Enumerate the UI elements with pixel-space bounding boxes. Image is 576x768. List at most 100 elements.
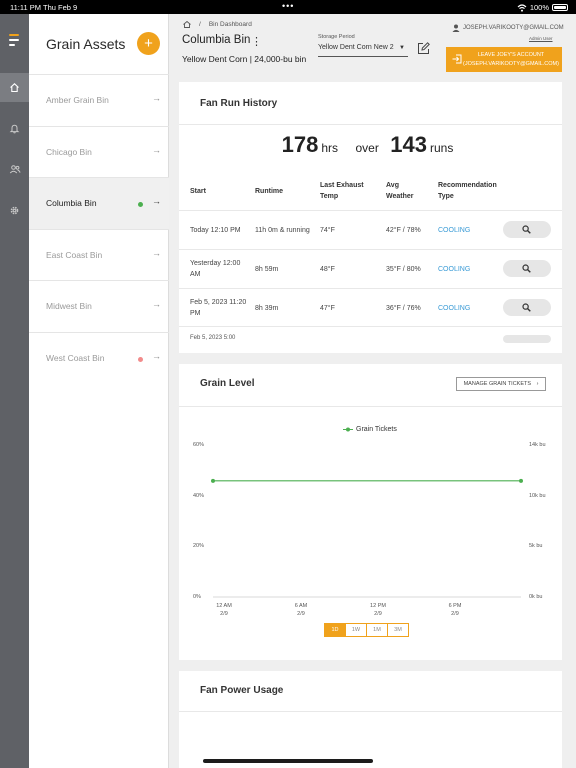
bin-name: Columbia Bin: [46, 198, 97, 208]
arrow-right-icon: →: [152, 144, 161, 155]
multitask-dots-icon[interactable]: •••: [282, 1, 295, 11]
arrow-right-icon: →: [152, 247, 161, 258]
home-icon[interactable]: [183, 21, 191, 28]
sidebar-item-bin[interactable]: Midwest Bin →: [29, 280, 169, 332]
view-run-button[interactable]: [503, 221, 551, 238]
chart-legend[interactable]: Grain Tickets: [343, 426, 397, 433]
fan-power-usage-title: Fan Power Usage: [200, 685, 284, 696]
breadcrumb-current[interactable]: Bin Dashboard: [208, 21, 252, 28]
view-run-button[interactable]: [503, 299, 551, 316]
leave-account-line2: (JOSEPH.VARIKOOTY@GMAIL.COM): [463, 60, 559, 67]
x-tick-time: 12 PM: [370, 603, 386, 609]
storage-period-value: Yellow Dent Corn New 2: [318, 44, 394, 51]
search-icon: [522, 303, 531, 312]
sidebar-item-bin[interactable]: Amber Grain Bin →: [29, 74, 169, 126]
x-tick-time: 12 AM: [216, 603, 232, 609]
x-tick: 6 AM 2/9: [286, 602, 316, 618]
data-point[interactable]: [519, 478, 523, 483]
total-runs: 143: [390, 132, 427, 157]
user-account: JOSEPH.VARIKOOTY@GMAIL.COM: [452, 24, 564, 32]
table-row: Feb 5, 2023 5:00: [179, 326, 562, 353]
total-hours: 178: [281, 132, 319, 157]
leave-account-button[interactable]: LEAVE JOEY'S ACCOUNT (JOSEPH.VARIKOOTY@G…: [446, 47, 562, 72]
x-tick-date: 2/9: [297, 611, 305, 617]
y-tick-left: 60%: [193, 442, 205, 448]
admin-user-link[interactable]: Admin User: [529, 36, 553, 41]
y-tick-right: 10k bu: [529, 492, 546, 499]
cell-type[interactable]: COOLING: [438, 227, 471, 234]
bin-name: Chicago Bin: [46, 146, 92, 157]
x-tick-date: 2/9: [220, 611, 228, 617]
nav-rail: [0, 14, 29, 768]
sidebar-item-bin[interactable]: East Coast Bin →: [29, 228, 169, 281]
sidebar-item-bin[interactable]: Columbia Bin →: [29, 177, 169, 229]
wifi-icon: [517, 3, 527, 12]
arrow-right-icon: →: [152, 93, 161, 103]
cell-runtime: 11h 0m & running: [255, 227, 310, 234]
battery-icon: [552, 4, 568, 11]
grain-assets-sidebar: Grain Assets + Amber Grain Bin → Chicago B…: [29, 14, 169, 768]
divider: [179, 711, 562, 712]
grain-level-title: Grain Level: [200, 378, 255, 389]
legend-label: Grain Tickets: [356, 426, 397, 433]
range-button[interactable]: 3M: [387, 623, 409, 637]
arrow-right-icon: →: [152, 350, 161, 361]
cell-exhaust: 48°F: [320, 266, 335, 273]
bin-name: Midwest Bin: [46, 301, 92, 311]
range-button[interactable]: 1M: [366, 623, 388, 637]
app-logo-icon[interactable]: [9, 34, 19, 46]
x-tick-time: 6 AM: [294, 603, 308, 609]
sidebar-title: Grain Assets: [46, 36, 126, 52]
divider: [179, 124, 562, 125]
bin-name: East Coast Bin: [46, 249, 103, 260]
col-start: Start: [190, 188, 206, 195]
status-time: 11:11 PM: [10, 3, 41, 12]
more-options-icon[interactable]: ⋮: [251, 36, 262, 48]
main-content: / Bin Dashboard Columbia Bin ⋮ Yellow De…: [169, 14, 576, 768]
col-exhaust: Last Exhaust Temp: [320, 182, 364, 200]
breadcrumb: / Bin Dashboard: [183, 21, 252, 28]
user-email: JOSEPH.VARIKOOTY@GMAIL.COM: [463, 25, 564, 31]
cell-type[interactable]: COOLING: [438, 266, 471, 273]
gear-icon[interactable]: [0, 196, 29, 225]
battery-percent: 100%: [529, 3, 549, 12]
table-row: Feb 5, 2023 11:20 PM 8h 39m 47°F 36°F / 76%…: [179, 288, 562, 326]
breadcrumb-separator: /: [199, 21, 201, 28]
search-icon: [522, 264, 531, 273]
view-run-button[interactable]: [503, 260, 551, 277]
cell-weather: 42°F / 78%: [386, 227, 421, 234]
status-bar: 11:11 PM Thu Feb 9 ••• 100%: [0, 0, 576, 14]
storage-period-select[interactable]: Yellow Dent Corn New 2 ▼: [318, 44, 408, 57]
divider: [179, 406, 562, 407]
view-button[interactable]: [503, 335, 551, 343]
data-point[interactable]: [211, 478, 215, 483]
x-tick-date: 2/9: [451, 611, 459, 617]
users-icon[interactable]: [0, 155, 29, 184]
over-label: over: [355, 141, 379, 155]
range-button[interactable]: 1D: [324, 623, 346, 637]
search-icon: [522, 225, 531, 234]
grain-level-chart: [211, 478, 523, 598]
y-tick-left: 20%: [193, 543, 205, 550]
grain-level-card: Grain Level MANAGE GRAIN TICKETS › Grain…: [179, 364, 562, 660]
hours-unit: hrs: [321, 141, 339, 155]
sidebar-item-bin[interactable]: Chicago Bin →: [29, 125, 169, 178]
edit-icon[interactable]: [417, 42, 430, 55]
bell-icon[interactable]: [0, 114, 29, 143]
sidebar-item-bin[interactable]: West Coast Bin →: [29, 331, 169, 384]
bin-name: West Coast Bin: [46, 352, 105, 363]
home-icon[interactable]: [0, 73, 29, 102]
table-row: Today 12:10 PM 11h 0m & running 74°F 42°F /…: [179, 210, 562, 248]
caret-down-icon: ▼: [399, 45, 405, 51]
home-indicator[interactable]: [203, 759, 373, 763]
status-date: Thu Feb 9: [43, 3, 78, 12]
run-summary: 178 hrs over 143 runs: [179, 132, 562, 158]
storage-period-label: Storage Period: [318, 34, 355, 40]
manage-grain-tickets-button[interactable]: MANAGE GRAIN TICKETS ›: [456, 377, 546, 391]
cell-weather: 35°F / 80%: [386, 266, 421, 273]
bin-status-dot: [138, 356, 143, 362]
add-bin-button[interactable]: +: [137, 32, 160, 55]
cell-type[interactable]: COOLING: [438, 305, 471, 312]
range-button[interactable]: 1W: [345, 623, 367, 637]
